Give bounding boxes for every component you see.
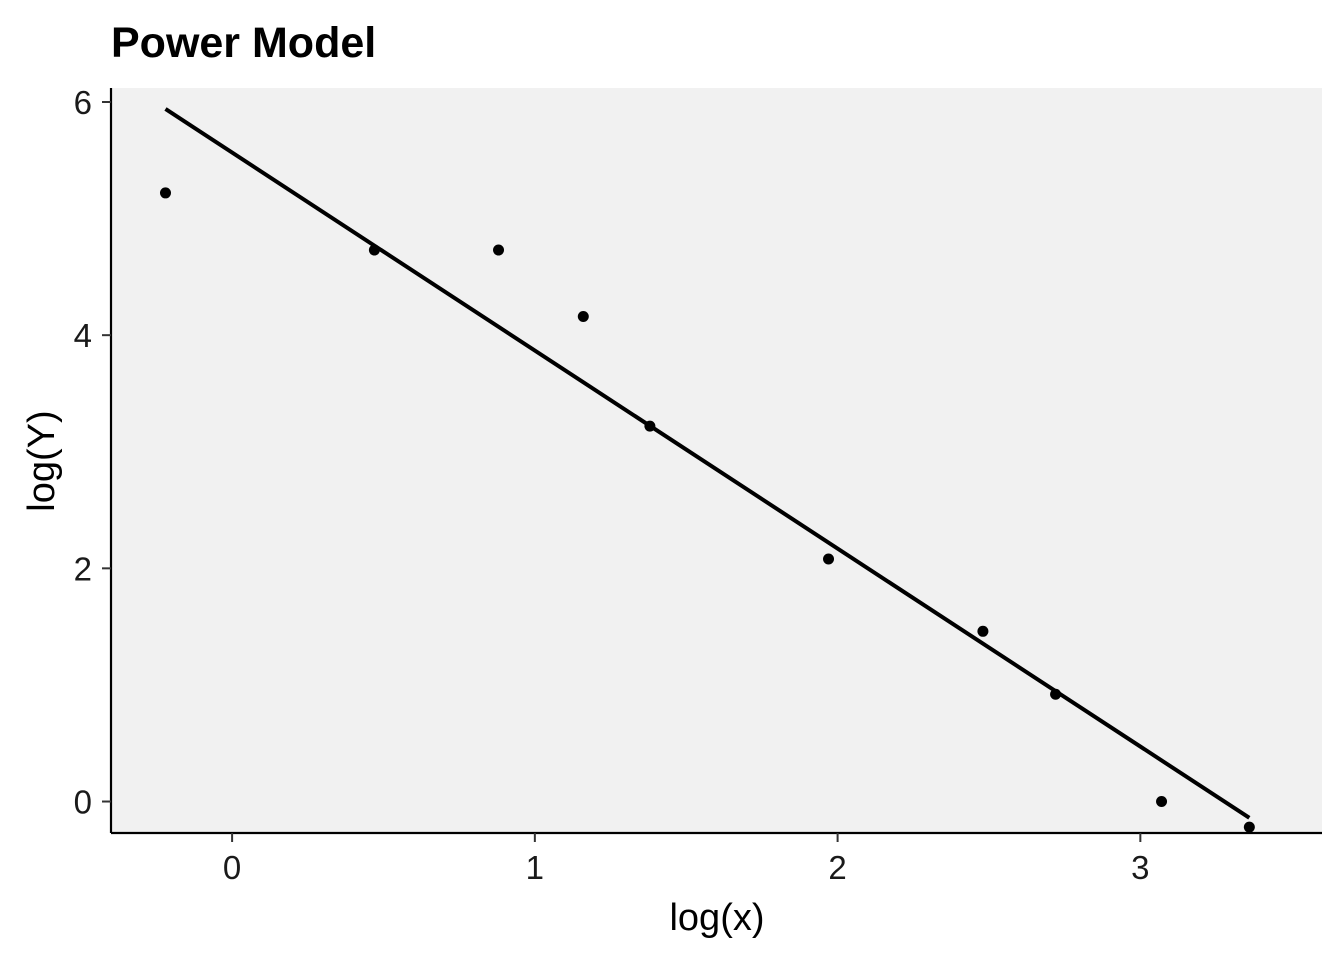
data-point-7	[977, 625, 989, 637]
x-axis-ticks: 0 1 2 3	[223, 833, 1150, 886]
data-point-3	[493, 244, 505, 256]
plot-panel	[111, 88, 1322, 833]
regression-line	[164, 107, 1251, 820]
chart-title: Power Model	[111, 19, 376, 67]
data-point-10	[1243, 821, 1255, 833]
y-axis-ticks: 0 2 4 6	[74, 84, 111, 821]
x-tick-label: 2	[828, 849, 846, 886]
x-axis-label: log(x)	[669, 897, 764, 939]
x-tick-label: 1	[526, 849, 544, 886]
y-tick-label: 4	[74, 317, 92, 354]
data-point-4	[577, 311, 589, 323]
y-tick-label: 2	[74, 550, 92, 587]
data-point-9	[1156, 796, 1168, 808]
y-tick-label: 0	[74, 784, 92, 821]
data-point-1	[159, 187, 171, 199]
y-tick-label: 6	[74, 84, 92, 121]
data-point-6	[823, 553, 835, 565]
y-axis-label: log(Y)	[21, 410, 63, 511]
x-tick-label: 0	[223, 849, 241, 886]
x-tick-label: 3	[1131, 849, 1149, 886]
